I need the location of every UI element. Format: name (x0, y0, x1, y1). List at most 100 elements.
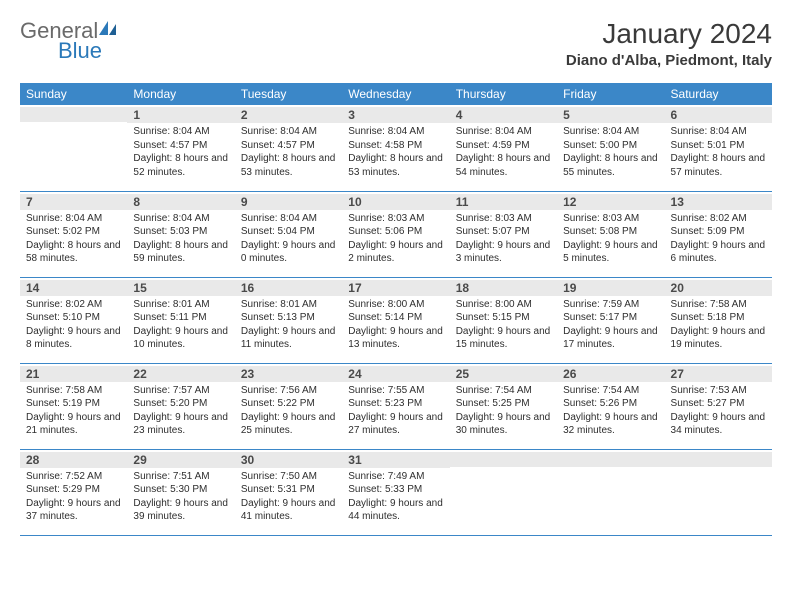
calendar-day-cell: 20Sunrise: 7:58 AMSunset: 5:18 PMDayligh… (665, 277, 772, 363)
calendar-day-cell: 31 Sunrise: 7:49 AMSunset: 5:33 PMDayligh… (342, 449, 449, 535)
day-number: 15 (127, 280, 234, 296)
weekday-header: Thursday (450, 83, 557, 105)
calendar-day-cell: 29 Sunrise: 7:51 AMSunset: 5:30 PMDayligh… (127, 449, 234, 535)
day-details: Sunrise: 8:02 AMSunset: 5:10 PMDaylight:… (26, 298, 121, 352)
calendar-day-cell: 13Sunrise: 8:02 AMSunset: 5:09 PMDayligh… (665, 191, 772, 277)
day-details: Sunrise: 7:54 AMSunset: 5:25 PMDaylight:… (456, 384, 551, 438)
calendar-day-cell: 4 Sunrise: 8:04 AMSunset: 4:59 PMDaylight… (450, 105, 557, 191)
calendar-week-row: 1Sunrise: 8:04 AMSunset: 4:57 PMDaylight… (20, 105, 772, 191)
day-number: 10 (342, 194, 449, 210)
calendar-day-cell: 9 Sunrise: 8:04 AMSunset: 5:04 PMDaylight… (235, 191, 342, 277)
day-details: Sunrise: 7:54 AMSunset: 5:26 PMDaylight:… (563, 384, 658, 438)
calendar-day-cell: 21 Sunrise: 7:58 AMSunset: 5:19 PMDayligh… (20, 363, 127, 449)
day-number: 25 (450, 366, 557, 382)
day-number: 16 (235, 280, 342, 296)
month-title: January 2024 (566, 18, 772, 50)
day-number: 23 (235, 366, 342, 382)
day-number: 8 (127, 194, 234, 210)
day-number: 1 (127, 107, 234, 123)
day-number: 14 (20, 280, 127, 296)
title-block: January 2024 Diano d'Alba, Piedmont, Ita… (566, 18, 772, 69)
calendar-day-cell (665, 449, 772, 535)
calendar-day-cell: 24 Sunrise: 7:55 AMSunset: 5:23 PMDayligh… (342, 363, 449, 449)
day-number: 7 (20, 194, 127, 210)
day-number-empty (450, 452, 557, 467)
weekday-header: Saturday (665, 83, 772, 105)
calendar-week-row: 28 Sunrise: 7:52 AMSunset: 5:29 PMDayligh… (20, 449, 772, 535)
calendar-day-cell (557, 449, 664, 535)
day-number: 26 (557, 366, 664, 382)
day-details: Sunrise: 7:53 AMSunset: 5:27 PMDaylight:… (671, 384, 766, 438)
day-number: 4 (450, 107, 557, 123)
calendar-day-cell: 10 Sunrise: 8:03 AMSunset: 5:06 PMDayligh… (342, 191, 449, 277)
calendar-day-cell: 25 Sunrise: 7:54 AMSunset: 5:25 PMDayligh… (450, 363, 557, 449)
calendar-day-cell: 26 Sunrise: 7:54 AMSunset: 5:26 PMDayligh… (557, 363, 664, 449)
calendar-day-cell: 22Sunrise: 7:57 AMSunset: 5:20 PMDayligh… (127, 363, 234, 449)
day-details: Sunrise: 7:55 AMSunset: 5:23 PMDaylight:… (348, 384, 443, 438)
weekday-header-row: SundayMondayTuesdayWednesdayThursdayFrid… (20, 83, 772, 105)
day-details: Sunrise: 8:03 AMSunset: 5:08 PMDaylight:… (563, 212, 658, 266)
logo: GeneralBlue (20, 18, 119, 64)
day-number: 28 (20, 452, 127, 468)
weekday-header: Friday (557, 83, 664, 105)
day-number: 20 (665, 280, 772, 296)
day-number: 5 (557, 107, 664, 123)
calendar-day-cell: 19 Sunrise: 7:59 AMSunset: 5:17 PMDayligh… (557, 277, 664, 363)
day-number-empty (20, 107, 127, 122)
day-details: Sunrise: 7:49 AMSunset: 5:33 PMDaylight:… (348, 470, 443, 524)
weekday-header: Monday (127, 83, 234, 105)
calendar-day-cell: 11Sunrise: 8:03 AMSunset: 5:07 PMDayligh… (450, 191, 557, 277)
day-number: 17 (342, 280, 449, 296)
day-details: Sunrise: 7:51 AMSunset: 5:30 PMDaylight:… (133, 470, 228, 524)
day-details: Sunrise: 8:04 AMSunset: 5:03 PMDaylight:… (133, 212, 228, 266)
day-number: 24 (342, 366, 449, 382)
calendar-day-cell: 28 Sunrise: 7:52 AMSunset: 5:29 PMDayligh… (20, 449, 127, 535)
day-details: Sunrise: 8:04 AMSunset: 5:01 PMDaylight:… (671, 125, 766, 179)
day-details: Sunrise: 8:04 AMSunset: 5:00 PMDaylight:… (563, 125, 658, 179)
calendar-day-cell: 1Sunrise: 8:04 AMSunset: 4:57 PMDaylight… (127, 105, 234, 191)
day-details: Sunrise: 8:00 AMSunset: 5:15 PMDaylight:… (456, 298, 551, 352)
day-number: 29 (127, 452, 234, 468)
day-details: Sunrise: 8:02 AMSunset: 5:09 PMDaylight:… (671, 212, 766, 266)
calendar-day-cell: 27 Sunrise: 7:53 AMSunset: 5:27 PMDayligh… (665, 363, 772, 449)
calendar-day-cell: 17 Sunrise: 8:00 AMSunset: 5:14 PMDayligh… (342, 277, 449, 363)
calendar-week-row: 14 Sunrise: 8:02 AMSunset: 5:10 PMDayligh… (20, 277, 772, 363)
day-number: 18 (450, 280, 557, 296)
day-number: 3 (342, 107, 449, 123)
day-details: Sunrise: 7:52 AMSunset: 5:29 PMDaylight:… (26, 470, 121, 524)
calendar-day-cell: 8 Sunrise: 8:04 AMSunset: 5:03 PMDaylight… (127, 191, 234, 277)
day-details: Sunrise: 7:57 AMSunset: 5:20 PMDaylight:… (133, 384, 228, 438)
day-number: 31 (342, 452, 449, 468)
calendar-day-cell (20, 105, 127, 191)
day-number: 2 (235, 107, 342, 123)
day-number: 19 (557, 280, 664, 296)
day-details: Sunrise: 8:04 AMSunset: 5:04 PMDaylight:… (241, 212, 336, 266)
day-number: 21 (20, 366, 127, 382)
day-details: Sunrise: 7:50 AMSunset: 5:31 PMDaylight:… (241, 470, 336, 524)
calendar-week-row: 7 Sunrise: 8:04 AMSunset: 5:02 PMDaylight… (20, 191, 772, 277)
header: GeneralBlue January 2024 Diano d'Alba, P… (20, 18, 772, 69)
day-details: Sunrise: 8:04 AMSunset: 5:02 PMDaylight:… (26, 212, 121, 266)
day-number: 27 (665, 366, 772, 382)
day-number-empty (557, 452, 664, 467)
calendar-day-cell: 7 Sunrise: 8:04 AMSunset: 5:02 PMDaylight… (20, 191, 127, 277)
day-details: Sunrise: 7:59 AMSunset: 5:17 PMDaylight:… (563, 298, 658, 352)
day-details: Sunrise: 8:04 AMSunset: 4:59 PMDaylight:… (456, 125, 551, 179)
day-number: 30 (235, 452, 342, 468)
day-number: 9 (235, 194, 342, 210)
calendar-table: SundayMondayTuesdayWednesdayThursdayFrid… (20, 83, 772, 536)
weekday-header: Tuesday (235, 83, 342, 105)
calendar-day-cell: 12Sunrise: 8:03 AMSunset: 5:08 PMDayligh… (557, 191, 664, 277)
calendar-day-cell: 16Sunrise: 8:01 AMSunset: 5:13 PMDayligh… (235, 277, 342, 363)
day-details: Sunrise: 8:00 AMSunset: 5:14 PMDaylight:… (348, 298, 443, 352)
calendar-day-cell: 3Sunrise: 8:04 AMSunset: 4:58 PMDaylight… (342, 105, 449, 191)
weekday-header: Wednesday (342, 83, 449, 105)
day-number: 6 (665, 107, 772, 123)
day-details: Sunrise: 7:56 AMSunset: 5:22 PMDaylight:… (241, 384, 336, 438)
day-details: Sunrise: 7:58 AMSunset: 5:19 PMDaylight:… (26, 384, 121, 438)
day-details: Sunrise: 8:03 AMSunset: 5:07 PMDaylight:… (456, 212, 551, 266)
calendar-day-cell: 18 Sunrise: 8:00 AMSunset: 5:15 PMDayligh… (450, 277, 557, 363)
calendar-day-cell: 30 Sunrise: 7:50 AMSunset: 5:31 PMDayligh… (235, 449, 342, 535)
calendar-week-row: 21 Sunrise: 7:58 AMSunset: 5:19 PMDayligh… (20, 363, 772, 449)
day-details: Sunrise: 8:03 AMSunset: 5:06 PMDaylight:… (348, 212, 443, 266)
